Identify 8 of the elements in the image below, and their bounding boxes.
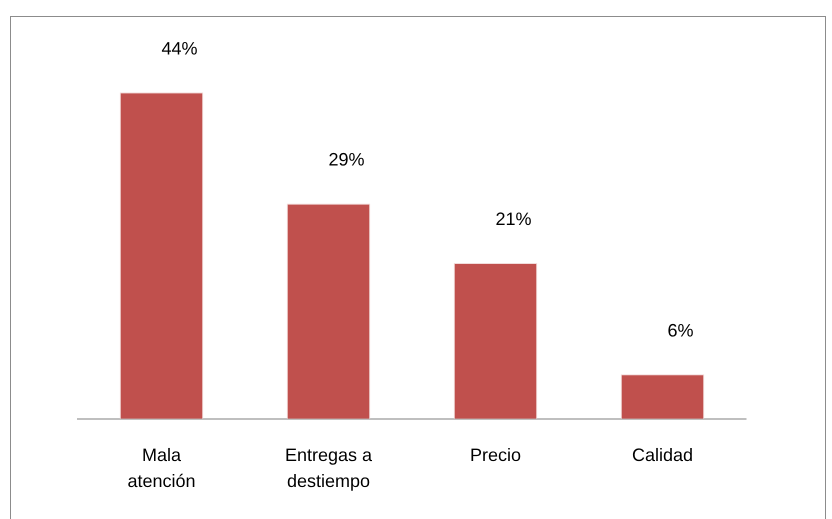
x-tick-label: Mala atención xyxy=(127,444,196,491)
data-label: 44% xyxy=(161,38,198,58)
x-tick-label: Precio xyxy=(470,444,522,465)
data-label: 29% xyxy=(328,150,365,170)
data-label: 6% xyxy=(667,320,694,340)
data-label: 21% xyxy=(495,208,532,229)
x-tick-label: Entregas a destiempo xyxy=(284,444,374,491)
x-tick-label: Calidad xyxy=(632,444,694,465)
